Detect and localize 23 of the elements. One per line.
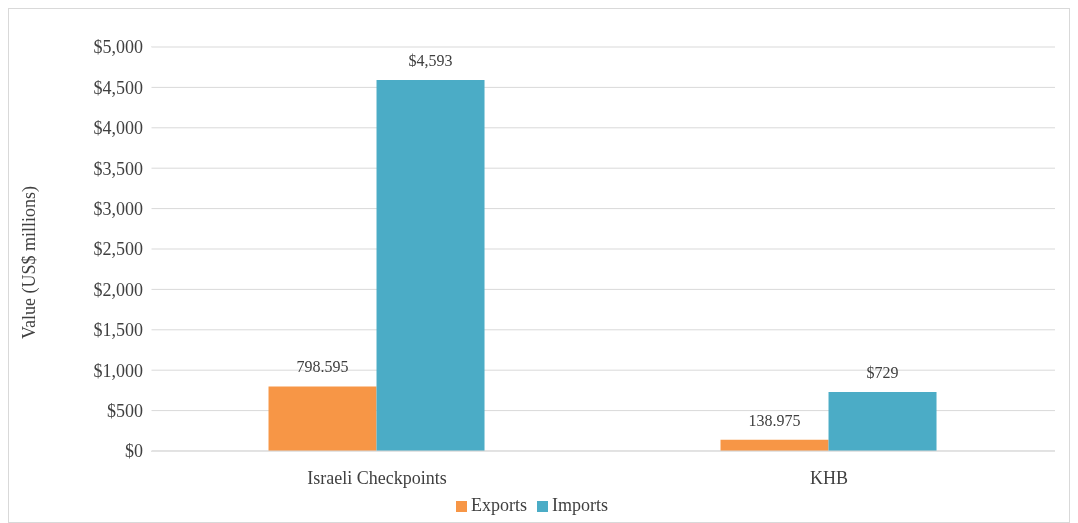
y-tick-label: $2,000 <box>93 279 143 300</box>
bar <box>268 386 377 451</box>
y-tick-label: $5,000 <box>93 37 143 58</box>
y-tick-label: $500 <box>107 400 143 421</box>
data-label: 138.975 <box>748 411 801 429</box>
y-tick-label: $4,000 <box>93 118 143 139</box>
y-tick-label: $3,000 <box>93 198 143 219</box>
legend-label: Exports <box>471 495 527 515</box>
y-axis-title: Value (US$ millions) <box>19 186 41 339</box>
y-tick-label: $3,500 <box>93 158 143 179</box>
data-label: $729 <box>866 364 899 382</box>
data-label: 798.595 <box>296 358 349 376</box>
y-tick-label: $0 <box>125 441 143 462</box>
bar <box>828 392 937 451</box>
bar <box>376 79 485 451</box>
y-tick-label: $1,000 <box>93 360 143 381</box>
data-label: $4,593 <box>408 51 453 69</box>
x-tick-label: Israeli Checkpoints <box>307 467 447 488</box>
y-tick-label: $2,500 <box>93 239 143 260</box>
legend-label: Imports <box>552 495 608 515</box>
x-tick-label: KHB <box>809 467 849 488</box>
y-tick-label: $1,500 <box>93 320 143 341</box>
y-tick-label: $4,500 <box>93 77 143 98</box>
